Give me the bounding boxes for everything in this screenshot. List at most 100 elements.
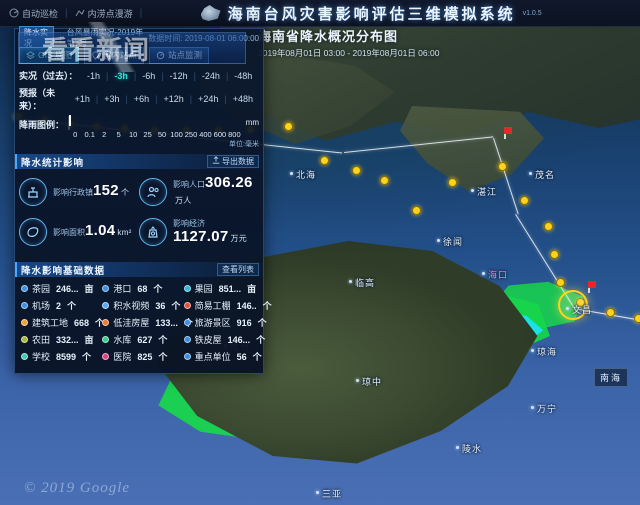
stat-label: 影响人口 (173, 180, 205, 189)
track-point[interactable] (544, 222, 553, 231)
track-point[interactable] (606, 308, 615, 317)
legend-tick: 5 (116, 130, 121, 139)
base-data-item[interactable]: 低洼房屋 133... 个 (98, 314, 193, 331)
track-point[interactable] (550, 250, 559, 259)
panel-subtitle: 台风暴雨实况-2019年第7号 (66, 28, 144, 48)
gauge-icon (156, 51, 165, 60)
typhoon-eye-marker[interactable] (558, 290, 588, 320)
map-city-label[interactable]: 琼海 (530, 347, 558, 357)
base-data-name: 学校 (32, 352, 51, 362)
base-data-value: 668 (74, 317, 90, 328)
track-point[interactable] (520, 196, 529, 205)
map-city-label[interactable]: 海口 (481, 270, 509, 280)
export-data-button[interactable]: 导出数据 (207, 155, 259, 168)
time-option-divider: | (106, 70, 109, 81)
track-point[interactable] (412, 206, 421, 215)
map-city-label[interactable]: 临高 (348, 278, 376, 288)
time-option-plus24h[interactable]: +24h (198, 94, 219, 104)
panel-header: 降水实况 | 台风暴雨实况-2019年第7号 数据时间: 2019-08-01 … (15, 26, 263, 50)
map-city-label[interactable]: 茂名 (528, 170, 556, 180)
base-data-value: 8599 (56, 351, 77, 362)
category-dot-icon (21, 302, 28, 309)
panel-timestamp-label: 数据时间: (148, 33, 183, 43)
time-option-plus48h[interactable]: +48h (232, 94, 253, 104)
tab-province-stations[interactable]: 省内站点 (84, 47, 145, 64)
base-data-item[interactable]: 茶园 246... 亩 (17, 280, 98, 297)
track-point[interactable] (380, 176, 389, 185)
track-point[interactable] (284, 122, 293, 131)
tab-province-stations-label: 省内站点 (103, 50, 138, 60)
time-option-minus24h[interactable]: -24h (201, 70, 220, 81)
tab-gis-basemap[interactable]: GIS 底图 (19, 47, 80, 64)
base-data-item[interactable]: 水库 627 个 (98, 331, 179, 348)
money-icon (139, 218, 167, 246)
rainfall-legend-note: 单位:毫米 (229, 141, 259, 148)
time-option-minus12h[interactable]: -12h (169, 70, 188, 81)
people-icon (139, 178, 167, 206)
impact-statistics-grid: 影响行政镇152 个 影响人口306.26 万人 影响面积1.04 km² 影响经济1127… (15, 169, 263, 259)
base-data-name: 农田 (32, 335, 51, 345)
track-point[interactable] (556, 278, 565, 287)
map-city-label[interactable]: 徐闻 (436, 237, 464, 247)
panel-timestamp-value: 2019-08-01 06:00:00 (184, 33, 259, 43)
map-title-block: 海南省降水概况分布图 2019年08月01日 03:00 - 2019年08月0… (258, 26, 439, 59)
base-data-item[interactable]: 建筑工地 668 个 (17, 314, 104, 331)
pin-icon (91, 51, 100, 60)
tab-gis-basemap-label: GIS 底图 (38, 50, 73, 60)
base-data-item[interactable]: 学校 8599 个 (17, 348, 98, 365)
observed-time-row: 实况（过去）： -1h | -3h | -6h | -12h | -24h | -48h (15, 67, 263, 84)
time-option-plus3h[interactable]: +3h (104, 94, 120, 104)
time-option-minus6h[interactable]: -6h (142, 70, 156, 81)
base-data-item[interactable]: 港口 68 个 (98, 280, 179, 297)
nav-separator-2: | (139, 7, 143, 19)
app-title-group: 海南台风灾害影响评估三维模拟系统 v1.0.5 (102, 3, 640, 24)
time-option-minus1h[interactable]: -1h (87, 70, 101, 81)
track-point[interactable] (448, 178, 457, 187)
view-list-button[interactable]: 查看列表 (217, 263, 259, 276)
base-data-item[interactable]: 旅游景区 916 个 (180, 314, 267, 331)
map-city-label[interactable]: 湛江 (470, 187, 498, 197)
map-city-label[interactable]: 北海 (289, 170, 317, 180)
base-data-item[interactable]: 积水视频 36 个 (98, 297, 180, 314)
time-option-group: -1h | -3h | -6h | -12h | -24h | -48h (81, 71, 258, 81)
base-data-item[interactable]: 医院 825 个 (98, 348, 179, 365)
base-data-item[interactable]: 简易工棚 146.. 个 (180, 297, 272, 314)
time-option-plus12h[interactable]: +12h (163, 94, 184, 104)
sea-area-label: 南海 (594, 368, 629, 387)
time-option-group: +1h | +3h | +6h | +12h | +24h | +48h (69, 94, 259, 104)
tab-station-monitor[interactable]: 站点监测 (149, 47, 210, 64)
stat-value-wrap: 306.26 万人 (173, 174, 253, 207)
map-subtitle: 2019年08月01日 03:00 - 2019年08月01日 06:00 (258, 48, 440, 58)
stat-value: 306.26 (205, 174, 253, 191)
map-city-label[interactable]: 文昌 (565, 305, 593, 315)
stat-card: 影响行政镇152 个 (19, 175, 139, 209)
category-dot-icon (183, 319, 191, 326)
base-data-item[interactable]: 铁皮屋 146... 个 (180, 331, 265, 348)
nav-item-auto-inspect[interactable]: 自动巡检 (2, 7, 65, 20)
base-data-item[interactable]: 果园 851... 亩 (180, 280, 261, 297)
base-data-name: 重点单位 (194, 352, 231, 362)
track-point[interactable] (320, 156, 329, 165)
time-option-minus48h[interactable]: -48h (234, 70, 253, 81)
map-city-label[interactable]: 万宁 (530, 404, 558, 414)
track-point[interactable] (498, 162, 507, 171)
rainfall-legend-scale: 0 0.1 2 5 10 25 50 100 250 400 600 800 (68, 115, 242, 139)
map-city-label[interactable]: 陵水 (455, 444, 483, 454)
legend-tick: 2 (102, 130, 107, 139)
track-point[interactable] (352, 166, 361, 175)
nav-item-waterlog-roam[interactable]: 内涝点漫游 (68, 7, 140, 20)
time-option-minus3h[interactable]: -3h (114, 70, 128, 81)
time-option-plus6h[interactable]: +6h (133, 94, 150, 104)
map-city-label[interactable]: 三亚 (315, 489, 343, 499)
base-data-item[interactable]: 农田 332... 亩 (17, 331, 98, 348)
base-data-item[interactable]: 重点单位 56 个 (180, 348, 262, 365)
time-option-divider: | (193, 70, 196, 81)
panel-timestamp: 数据时间: 2019-08-01 06:00:00 (148, 33, 259, 44)
track-point[interactable] (634, 314, 640, 323)
control-panel[interactable]: 降水实况 | 台风暴雨实况-2019年第7号 数据时间: 2019-08-01 … (14, 26, 272, 374)
base-data-item[interactable]: 机场 2 个 (17, 297, 98, 314)
nav-item-auto-inspect-label: 自动巡检 (22, 8, 59, 19)
base-data-value: 851... (218, 283, 242, 294)
map-city-label[interactable]: 琼中 (355, 377, 383, 387)
time-option-plus1h[interactable]: +1h (74, 94, 90, 104)
